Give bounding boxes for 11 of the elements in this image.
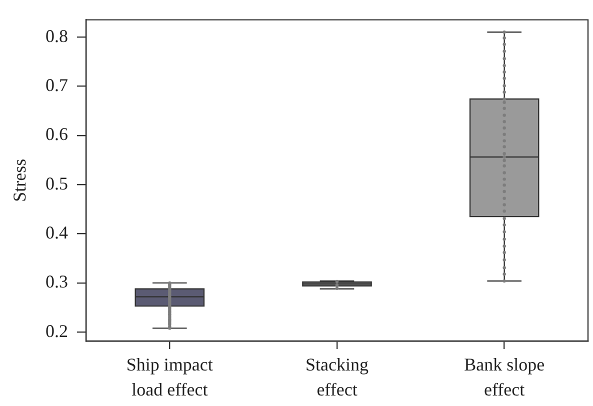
y-tick-label: 0.8: [46, 26, 68, 46]
y-tick-label: 0.7: [46, 74, 68, 95]
y-tick-label: 0.3: [46, 272, 68, 292]
x-tick-label: Ship impact load effect: [126, 354, 213, 400]
y-axis-title: Stress: [10, 158, 30, 202]
x-tick-label: Stacking effect: [306, 354, 368, 400]
y-tick-label: 0.2: [46, 320, 68, 341]
x-tick-label: Bank slope effect: [464, 354, 545, 400]
y-tick-label: 0.5: [46, 173, 68, 194]
y-tick-label: 0.6: [46, 124, 68, 144]
y-tick-label: 0.4: [46, 222, 68, 243]
